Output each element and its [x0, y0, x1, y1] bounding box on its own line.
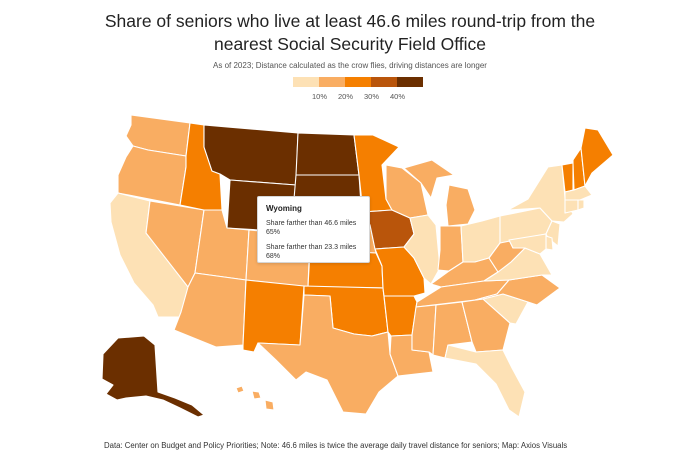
source-note: Data: Center on Budget and Policy Priori…: [104, 441, 568, 450]
state-hawaii-2[interactable]: [251, 390, 262, 400]
state-maine[interactable]: [580, 127, 614, 187]
legend-label-40: 40%: [390, 92, 406, 101]
legend-swatch-3: [345, 77, 371, 87]
subtitle: As of 2023; Distance calculated as the c…: [213, 61, 487, 70]
tooltip-label-23: Share farther than 23.3 miles: [266, 244, 357, 251]
state-hawaii[interactable]: [235, 385, 245, 394]
state-maryland[interactable]: [508, 233, 547, 255]
state-mississippi[interactable]: [411, 304, 437, 356]
states-group: [101, 114, 614, 418]
state-north-carolina[interactable]: [474, 274, 561, 306]
state-delaware[interactable]: [545, 235, 554, 251]
legend-label-30: 30%: [364, 92, 380, 101]
title-line-1: Share of seniors who live at least 46.6 …: [104, 11, 596, 31]
state-alaska[interactable]: [101, 335, 205, 418]
legend-swatch-2: [319, 77, 345, 87]
legend-label-10: 10%: [312, 92, 328, 101]
legend-label-20: 20%: [338, 92, 354, 101]
legend-swatch-5: [397, 77, 423, 87]
legend-swatch-1: [293, 77, 319, 87]
tooltip-label-46: Share farther than 46.6 miles: [266, 220, 357, 227]
state-tooltip: Wyoming Share farther than 46.6 miles 65…: [257, 196, 370, 263]
state-hawaii-3[interactable]: [264, 399, 275, 411]
tooltip-value-23: 68%: [266, 253, 281, 260]
state-michigan[interactable]: [403, 159, 455, 199]
tooltip-value-46: 65%: [266, 229, 281, 236]
state-illinois[interactable]: [403, 214, 441, 285]
state-north-dakota[interactable]: [295, 132, 360, 176]
state-new-jersey[interactable]: [545, 220, 561, 247]
legend-swatch-4: [371, 77, 397, 87]
state-texas[interactable]: [257, 294, 399, 415]
chart-title: Share of seniors who live at least 46.6 …: [0, 10, 700, 56]
state-connecticut[interactable]: [564, 199, 579, 214]
tooltip-state-name: Wyoming: [266, 204, 302, 213]
title-line-2: nearest Social Security Field Office: [213, 34, 487, 54]
state-michigan-lower[interactable]: [445, 184, 476, 227]
state-arkansas[interactable]: [383, 295, 418, 337]
state-new-mexico[interactable]: [242, 279, 305, 353]
state-florida[interactable]: [444, 344, 526, 418]
state-rhode-island[interactable]: [577, 199, 585, 211]
